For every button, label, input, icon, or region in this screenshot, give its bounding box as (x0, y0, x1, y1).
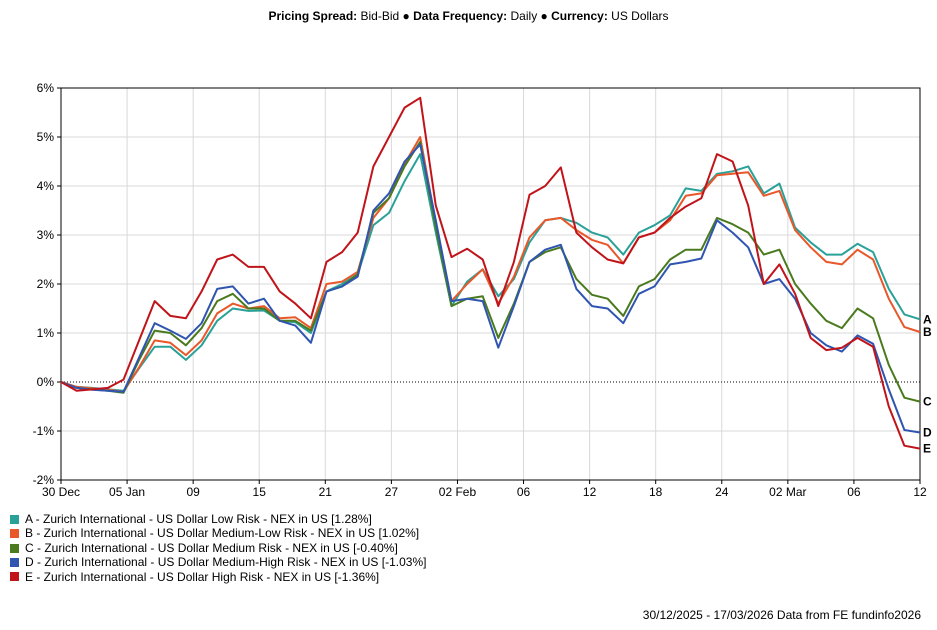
chart-header: Pricing Spread: Bid-Bid ● Data Frequency… (0, 9, 937, 23)
series-line-b (60, 136, 921, 393)
separator-dot: ● (540, 9, 548, 23)
legend-swatch (10, 557, 19, 567)
series-line-c (60, 140, 921, 403)
legend: A - Zurich International - US Dollar Low… (10, 512, 426, 584)
series-line-e (60, 96, 921, 450)
currency-label: Currency: (551, 9, 608, 23)
y-tick-label: 2% (37, 277, 55, 291)
y-tick-label: -2% (33, 473, 55, 487)
series-line-d (60, 143, 921, 434)
x-tick-label: 06 (517, 485, 531, 499)
separator-dot: ● (402, 9, 410, 23)
pricing-spread-label: Pricing Spread: (268, 9, 358, 23)
legend-label: C - Zurich International - US Dollar Med… (25, 540, 398, 555)
x-tick-label: 12 (913, 485, 927, 499)
x-tick-label: 05 Jan (109, 485, 145, 499)
y-axis-ticks: -2% -1% 0% 1% 2% 3% 4% 5% 6% (33, 81, 61, 487)
legend-swatch (10, 529, 19, 539)
x-tick-label: 06 (847, 485, 861, 499)
series-line-a (60, 153, 921, 392)
series-lines (60, 96, 921, 450)
x-tick-label: 02 Mar (769, 485, 806, 499)
legend-label: A - Zurich International - US Dollar Low… (25, 512, 372, 526)
legend-swatch (10, 543, 19, 553)
series-end-labels: AB C DE (923, 312, 932, 455)
x-axis-ticks: 30 Dec 05 Jan 09 15 21 27 02 Feb 06 12 18 24 02 Mar… (42, 480, 927, 499)
end-label-e: E (923, 442, 931, 456)
currency-value: US Dollars (611, 9, 669, 23)
end-label-a: A (923, 312, 932, 326)
x-tick-label: 21 (319, 485, 333, 499)
x-tick-label: 24 (715, 485, 729, 499)
y-tick-label: 4% (37, 179, 55, 193)
x-tick-label: 02 Feb (439, 485, 477, 499)
data-frequency-value: Daily (510, 9, 538, 23)
legend-label: E - Zurich International - US Dollar Hig… (25, 569, 380, 584)
y-tick-label: 5% (37, 130, 55, 144)
y-tick-label: 6% (37, 81, 55, 95)
end-label-c: C (923, 395, 932, 409)
y-tick-label: 3% (37, 228, 55, 242)
date-range-source: 30/12/2025 - 17/03/2026 Data from FE fun… (642, 608, 921, 622)
legend-item: E - Zurich International - US Dollar Hig… (10, 570, 426, 584)
pricing-spread-value: Bid-Bid (360, 9, 400, 23)
x-tick-label: 30 Dec (42, 485, 80, 499)
legend-swatch (10, 514, 19, 524)
data-frequency-label: Data Frequency: (413, 9, 508, 23)
y-tick-label: -1% (33, 424, 55, 438)
legend-item: A - Zurich International - US Dollar Low… (10, 512, 426, 526)
legend-item: B - Zurich International - US Dollar Med… (10, 526, 426, 540)
x-tick-label: 15 (253, 485, 267, 499)
legend-label: D - Zurich International - US Dollar Med… (25, 555, 427, 570)
legend-swatch (10, 572, 19, 582)
x-tick-label: 09 (186, 485, 200, 499)
x-tick-label: 18 (649, 485, 663, 499)
x-tick-label: 27 (385, 485, 399, 499)
y-tick-label: 1% (37, 326, 55, 340)
y-tick-label: 0% (37, 375, 55, 389)
end-label-d: D (923, 425, 932, 439)
legend-item: D - Zurich International - US Dollar Med… (10, 555, 426, 569)
line-chart: -2% -1% 0% 1% 2% 3% 4% 5% 6% 30 Dec 05 Jan 09 15 21 2… (33, 81, 932, 499)
legend-label: B - Zurich International - US Dollar Med… (25, 526, 420, 541)
x-tick-label: 12 (583, 485, 597, 499)
end-label-b: B (923, 325, 932, 339)
legend-item: C - Zurich International - US Dollar Med… (10, 541, 426, 555)
